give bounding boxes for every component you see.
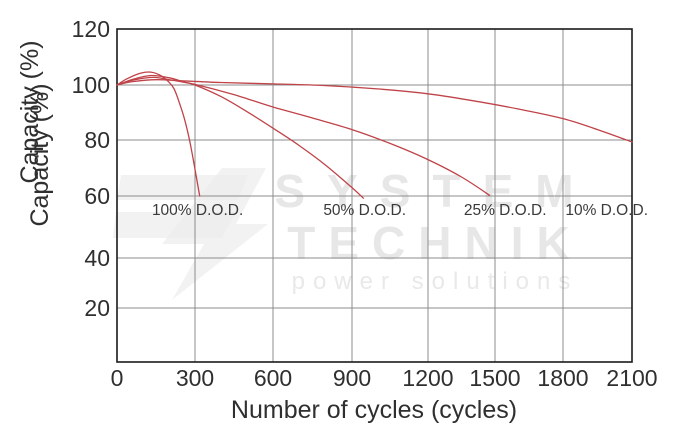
x-tick-label-2100: 2100 [606,365,657,391]
watermark-line2: TECHNIK [287,217,582,269]
y-tick-label-120: 120 [72,16,110,42]
x-tick-label-900: 900 [333,365,371,391]
y-axis-title: Capacity (%) [26,83,54,226]
annotation-25-d-o-d: 25% D.O.D. [464,202,547,219]
annotation-100-d-o-d: 100% D.O.D. [152,202,243,219]
watermark-line1: SYSTEM [274,165,595,217]
x-tick-label-0: 0 [111,365,124,391]
y-tick-label-80: 80 [84,127,110,153]
x-axis-title: Number of cycles (cycles) [231,396,517,424]
curve-50-d-o-d [116,74,365,199]
plot-area: 0 300 600 900 1200 1500 1800 2100 20 40 60 80 100 120… [72,16,658,391]
x-tick-label-300: 300 [176,365,214,391]
y-tick-label-40: 40 [84,245,110,271]
x-tick-label-600: 600 [254,365,292,391]
y-tick-label-20: 20 [84,295,110,321]
plot-frame [116,28,633,363]
curve-25-d-o-d [116,76,491,196]
curve-100-d-o-d [116,71,201,197]
watermark: SYSTEM TECHNIK power solutions [113,165,595,300]
x-tick-label-1800: 1800 [537,365,588,391]
annotation-10-d-o-d: 10% D.O.D. [565,202,648,219]
y-tick-label-100: 100 [72,72,110,98]
x-tick-label-1500: 1500 [469,365,520,391]
x-tick-label-1200: 1200 [402,365,453,391]
curve-10-d-o-d [116,79,633,143]
y-axis-title-ghost: Capacity (%) [16,40,44,183]
watermark-line3: power solutions [292,268,579,295]
annotation-50-d-o-d: 50% D.O.D. [323,202,406,219]
watermark-logo-bolt-icon [162,168,268,300]
y-tick-label-60: 60 [84,183,110,209]
